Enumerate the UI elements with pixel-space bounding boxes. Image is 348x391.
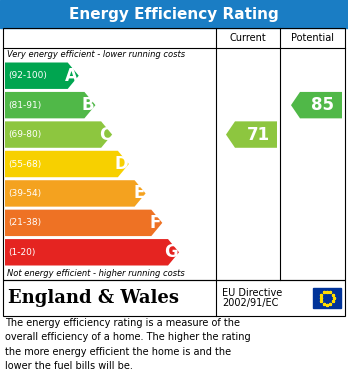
Bar — [313, 288, 341, 308]
Text: (69-80): (69-80) — [8, 130, 41, 139]
Bar — [0, 0, 348, 28]
Text: England & Wales: England & Wales — [8, 289, 179, 307]
Polygon shape — [5, 180, 145, 206]
Text: F: F — [150, 214, 161, 232]
Polygon shape — [5, 210, 162, 236]
Text: (21-38): (21-38) — [8, 218, 41, 227]
Text: Energy Efficiency Rating: Energy Efficiency Rating — [69, 7, 279, 22]
Text: (81-91): (81-91) — [8, 100, 41, 109]
Text: G: G — [164, 243, 178, 261]
Polygon shape — [5, 63, 79, 89]
Text: E: E — [133, 185, 144, 203]
Text: 2002/91/EC: 2002/91/EC — [222, 298, 278, 308]
Polygon shape — [5, 239, 179, 265]
Text: Current: Current — [230, 33, 266, 43]
Polygon shape — [291, 92, 342, 118]
Text: EU Directive: EU Directive — [222, 288, 282, 298]
Text: The energy efficiency rating is a measure of the
overall efficiency of a home. T: The energy efficiency rating is a measur… — [5, 318, 251, 371]
Polygon shape — [5, 151, 129, 177]
Text: C: C — [99, 126, 111, 143]
Text: Potential: Potential — [291, 33, 334, 43]
Polygon shape — [5, 121, 112, 148]
Text: (1-20): (1-20) — [8, 248, 35, 257]
Text: B: B — [82, 96, 94, 114]
Text: 85: 85 — [311, 96, 334, 114]
Text: D: D — [114, 155, 128, 173]
Bar — [3, 28, 345, 280]
Polygon shape — [5, 92, 95, 118]
Text: Not energy efficient - higher running costs: Not energy efficient - higher running co… — [7, 269, 185, 278]
Bar — [3, 280, 345, 316]
Text: (92-100): (92-100) — [8, 71, 47, 80]
Text: (39-54): (39-54) — [8, 189, 41, 198]
Text: A: A — [65, 67, 78, 85]
Polygon shape — [226, 121, 277, 148]
Text: Very energy efficient - lower running costs: Very energy efficient - lower running co… — [7, 50, 185, 59]
Text: (55-68): (55-68) — [8, 160, 41, 169]
Text: 71: 71 — [246, 126, 270, 143]
